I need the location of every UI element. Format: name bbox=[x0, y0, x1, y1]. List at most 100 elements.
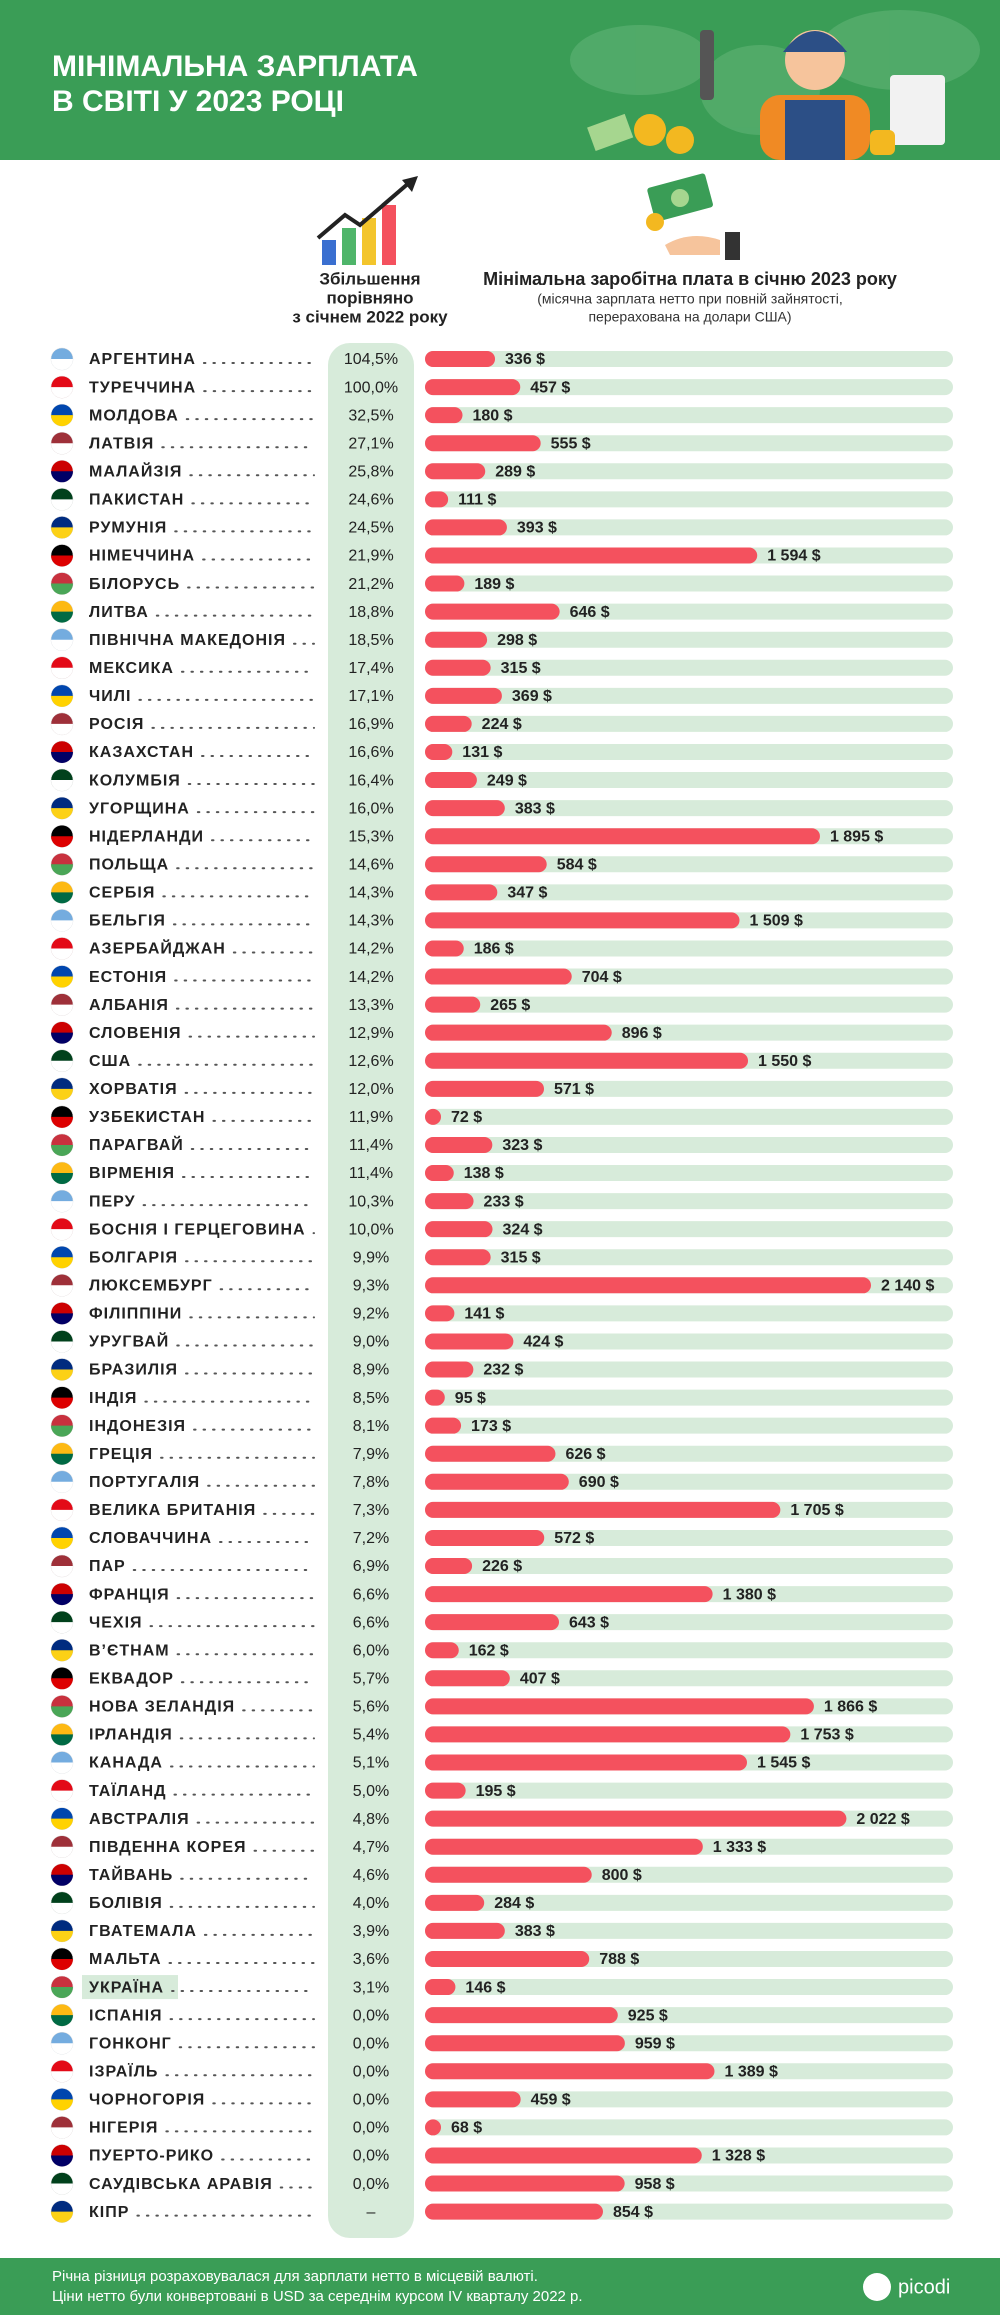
country-name: АЛБАНІЯ bbox=[89, 997, 169, 1014]
change-value: 0,0% bbox=[353, 2148, 389, 2165]
change-value: 10,0% bbox=[348, 1221, 393, 1238]
country-name: ІЗРАЇЛЬ bbox=[89, 2062, 158, 2080]
flag bbox=[51, 1425, 73, 1437]
country-name: УРУГВАЙ bbox=[89, 1332, 169, 1351]
bar bbox=[425, 2119, 441, 2136]
bar-track bbox=[425, 743, 953, 760]
bar bbox=[425, 1529, 545, 1546]
country-name: ПУЕРТО-РИКО bbox=[89, 2148, 214, 2165]
bar-track bbox=[425, 1221, 953, 1238]
flag bbox=[51, 2071, 73, 2083]
bar-track bbox=[425, 1782, 953, 1799]
bar-track bbox=[425, 435, 953, 452]
value-label: 1 753 $ bbox=[800, 1727, 853, 1744]
country-name: ГОНКОНГ bbox=[89, 2035, 172, 2052]
flag bbox=[51, 1566, 73, 1578]
value-label: 555 $ bbox=[551, 435, 591, 452]
value-label: 315 $ bbox=[501, 660, 541, 677]
bar-track bbox=[425, 996, 953, 1013]
value-label: 323 $ bbox=[502, 1137, 542, 1154]
country-name: ЕКВАДОР bbox=[89, 1671, 174, 1688]
flag bbox=[51, 1537, 73, 1549]
value-label: 1 705 $ bbox=[790, 1502, 843, 1519]
value-label: 1 380 $ bbox=[723, 1586, 776, 1603]
change-value: 12,0% bbox=[348, 1081, 393, 1098]
bar-track bbox=[425, 1670, 953, 1687]
change-value: 3,1% bbox=[353, 1979, 389, 1996]
flag bbox=[51, 667, 73, 679]
flag bbox=[51, 2099, 73, 2111]
value-label: 646 $ bbox=[570, 604, 610, 621]
money-icon bbox=[646, 173, 740, 260]
flag bbox=[51, 1846, 73, 1858]
country-name: ГРЕЦІЯ bbox=[89, 1446, 153, 1463]
bar-track bbox=[425, 1894, 953, 1911]
country-name: ПІВДЕННА КОРЕЯ bbox=[89, 1839, 247, 1856]
flag bbox=[51, 1144, 73, 1156]
flag bbox=[51, 1930, 73, 1942]
flag bbox=[51, 864, 73, 876]
change-value: 5,4% bbox=[353, 1727, 389, 1744]
flag bbox=[51, 1116, 73, 1128]
country-name: КАЗАХСТАН bbox=[89, 744, 194, 761]
country-name: ВІРМЕНІЯ bbox=[89, 1165, 175, 1182]
country-name: ПЕРУ bbox=[89, 1193, 136, 1210]
bar bbox=[425, 659, 491, 676]
bar bbox=[425, 2203, 603, 2220]
value-label: 186 $ bbox=[474, 941, 514, 958]
change-value: 9,3% bbox=[353, 1278, 389, 1295]
country-name: НІГЕРІЯ bbox=[89, 2120, 158, 2137]
value-label: 572 $ bbox=[554, 1530, 594, 1547]
country-name: ФРАНЦІЯ bbox=[89, 1586, 170, 1603]
change-value: 0,0% bbox=[353, 2092, 389, 2109]
bar bbox=[425, 856, 547, 873]
change-value: 7,3% bbox=[353, 1502, 389, 1519]
bar bbox=[425, 2147, 702, 2164]
change-value: 3,6% bbox=[353, 1951, 389, 1968]
bar bbox=[425, 1108, 441, 1125]
bar bbox=[425, 1361, 474, 1378]
country-name: МАЛЬТА bbox=[89, 1951, 162, 1968]
flag bbox=[51, 2183, 73, 2195]
flag bbox=[51, 1594, 73, 1606]
bar bbox=[425, 2091, 521, 2108]
worker-illustration bbox=[587, 30, 945, 160]
flag bbox=[51, 1032, 73, 1044]
bar-track bbox=[425, 659, 953, 676]
change-value: 0,0% bbox=[353, 2063, 389, 2080]
bar bbox=[425, 1642, 459, 1659]
flag bbox=[51, 2015, 73, 2027]
value-label: 131 $ bbox=[462, 744, 502, 761]
flag bbox=[51, 1285, 73, 1297]
change-value: 7,9% bbox=[353, 1446, 389, 1463]
value-label: 383 $ bbox=[515, 1923, 555, 1940]
country-name: АЗЕРБАЙДЖАН bbox=[89, 939, 226, 958]
country-name: ТАЙВАНЬ bbox=[89, 1865, 173, 1884]
title-line: В СВІТІ У 2023 РОЦІ bbox=[52, 85, 344, 118]
flag bbox=[51, 2043, 73, 2055]
value-label: 896 $ bbox=[622, 1025, 662, 1042]
value-label: 289 $ bbox=[495, 463, 535, 480]
change-value: 24,5% bbox=[348, 520, 393, 537]
flag bbox=[51, 1818, 73, 1830]
value-label: 854 $ bbox=[613, 2204, 653, 2221]
value-label: 690 $ bbox=[579, 1474, 619, 1491]
bar bbox=[425, 715, 472, 732]
bar-track bbox=[425, 407, 953, 424]
change-value: 16,4% bbox=[348, 772, 393, 789]
country-name: ЛАТВІЯ bbox=[89, 435, 154, 452]
bar-track bbox=[425, 884, 953, 901]
flag bbox=[51, 1088, 73, 1100]
value-label: 457 $ bbox=[530, 379, 570, 396]
bar-track bbox=[425, 1305, 953, 1322]
country-name: ІНДОНЕЗІЯ bbox=[89, 1418, 186, 1435]
bar bbox=[425, 1838, 703, 1855]
flag bbox=[51, 976, 73, 988]
flag bbox=[51, 1369, 73, 1381]
bar bbox=[425, 772, 477, 789]
change-value: 11,4% bbox=[349, 1137, 393, 1154]
country-name: МЕКСИКА bbox=[89, 660, 174, 677]
flag bbox=[51, 1313, 73, 1325]
bar bbox=[425, 743, 453, 760]
value-label: 1 389 $ bbox=[724, 2063, 777, 2080]
